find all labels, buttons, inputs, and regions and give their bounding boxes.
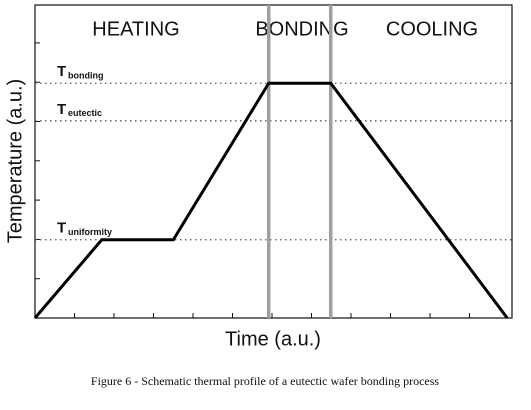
caption: Figure 6 - Schematic thermal profile of … bbox=[91, 374, 440, 388]
reference-label: T bbox=[57, 220, 66, 237]
phase-label: BONDING bbox=[255, 18, 348, 40]
phase-label: HEATING bbox=[92, 18, 179, 40]
reference-sub: uniformity bbox=[68, 227, 112, 237]
reference-sub: eutectic bbox=[68, 108, 102, 118]
plot-frame bbox=[34, 4, 513, 319]
phase-label: COOLING bbox=[386, 18, 478, 40]
x-axis-title: Time (a.u.) bbox=[225, 328, 321, 350]
reference-sub: bonding bbox=[68, 71, 104, 81]
y-axis-title: Temperature (a.u.) bbox=[4, 79, 26, 244]
reference-label: T bbox=[57, 63, 66, 80]
profile-line bbox=[33, 81, 509, 319]
reference-label: T bbox=[57, 101, 66, 118]
